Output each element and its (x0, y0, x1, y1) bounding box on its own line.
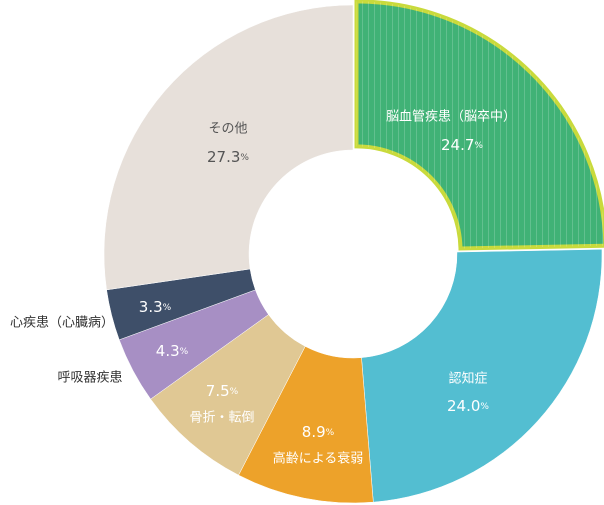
value-label: 4.3% (156, 342, 189, 360)
value-label: 24.7% (441, 136, 483, 154)
slice-group (103, 4, 354, 291)
slice-name: 高齢による衰弱 (273, 451, 364, 467)
slice-group (354, 0, 604, 251)
slice-name: 脳血管疾患（脳卒中） (386, 110, 516, 125)
slice (103, 4, 354, 291)
slice-name: 呼吸器疾患 (57, 371, 122, 386)
slice-stripes (356, 1, 604, 249)
slice-name: 心疾患（心臓病） (10, 316, 114, 331)
slice (361, 249, 603, 503)
slice-name: その他 (208, 122, 247, 137)
value-label: 8.9% (302, 423, 335, 441)
slice-group (361, 249, 603, 503)
value-label: 24.0% (447, 397, 489, 415)
slice-name: 認知症 (448, 371, 487, 387)
value-label: 27.3% (207, 148, 249, 166)
value-label: 7.5% (206, 382, 239, 400)
slice-name: 骨折・転倒 (189, 411, 254, 426)
value-label: 3.3% (139, 298, 172, 316)
